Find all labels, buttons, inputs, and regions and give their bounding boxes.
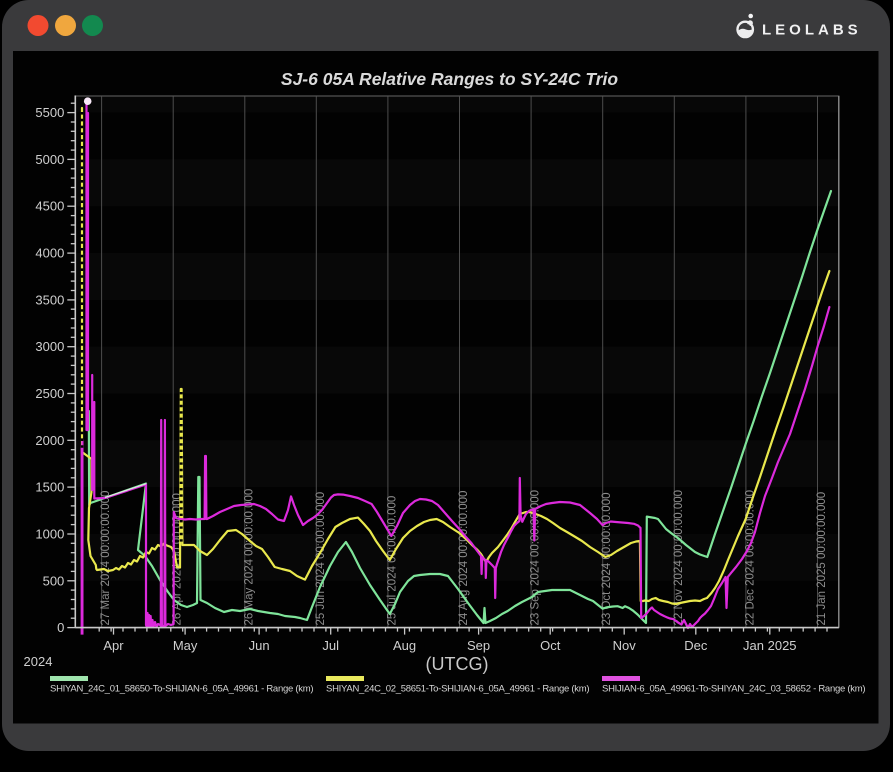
svg-text:2500: 2500 bbox=[35, 386, 64, 401]
svg-text:500: 500 bbox=[43, 573, 65, 588]
svg-text:3000: 3000 bbox=[35, 339, 64, 354]
svg-text:Dec: Dec bbox=[684, 638, 708, 653]
svg-text:26 May 2024 00:00:00.000: 26 May 2024 00:00:00.000 bbox=[243, 489, 255, 626]
svg-text:4500: 4500 bbox=[35, 199, 64, 214]
svg-text:SHIYAN_24C_01_58650-To-SHIJIAN: SHIYAN_24C_01_58650-To-SHIJIAN-6_05A_499… bbox=[50, 684, 313, 695]
svg-text:21 Jan 2025 00:00:00.000: 21 Jan 2025 00:00:00.000 bbox=[816, 492, 828, 626]
svg-text:(UTCG): (UTCG) bbox=[426, 654, 489, 674]
svg-text:23 Oct 2024 00:00:00.000: 23 Oct 2024 00:00:00.000 bbox=[601, 493, 613, 626]
svg-text:5500: 5500 bbox=[35, 105, 64, 120]
svg-text:0: 0 bbox=[57, 620, 64, 635]
svg-text:1500: 1500 bbox=[35, 480, 64, 495]
svg-text:May: May bbox=[173, 638, 198, 653]
svg-text:Jul: Jul bbox=[322, 638, 339, 653]
svg-text:25 Jul 2024 00:00:00.000: 25 Jul 2024 00:00:00.000 bbox=[386, 496, 398, 626]
svg-text:1000: 1000 bbox=[35, 527, 64, 542]
svg-text:22 Dec 2024 00:00:00.000: 22 Dec 2024 00:00:00.000 bbox=[744, 490, 756, 626]
svg-text:Aug: Aug bbox=[393, 638, 416, 653]
svg-text:Nov: Nov bbox=[613, 638, 637, 653]
svg-text:3500: 3500 bbox=[35, 292, 64, 307]
svg-text:Sep: Sep bbox=[467, 638, 490, 653]
svg-text:Apr: Apr bbox=[103, 638, 124, 653]
svg-text:5000: 5000 bbox=[35, 152, 64, 167]
svg-text:Jan 2025: Jan 2025 bbox=[743, 638, 797, 653]
svg-text:Jun: Jun bbox=[249, 638, 270, 653]
svg-text:2000: 2000 bbox=[35, 433, 64, 448]
svg-text:2024: 2024 bbox=[24, 654, 53, 669]
svg-text:24 Aug 2024 00:00:00.000: 24 Aug 2024 00:00:00.000 bbox=[458, 491, 470, 626]
svg-text:LEOLABS: LEOLABS bbox=[762, 22, 862, 39]
svg-text:SJ-6 05A Relative Ranges to SY: SJ-6 05A Relative Ranges to SY-24C Trio bbox=[281, 69, 618, 89]
svg-text:27 Mar 2024 00:00:00.000: 27 Mar 2024 00:00:00.000 bbox=[100, 491, 112, 626]
svg-text:Oct: Oct bbox=[540, 638, 561, 653]
svg-text:SHIJIAN-6_05A_49961-To-SHIYAN_: SHIJIAN-6_05A_49961-To-SHIYAN_24C_03_586… bbox=[602, 684, 865, 695]
svg-text:SHIYAN_24C_02_58651-To-SHIJIAN: SHIYAN_24C_02_58651-To-SHIJIAN-6_05A_499… bbox=[326, 684, 589, 695]
svg-text:4000: 4000 bbox=[35, 246, 64, 261]
svg-text:22 Nov 2024 00:00:00.000: 22 Nov 2024 00:00:00.000 bbox=[673, 490, 685, 626]
